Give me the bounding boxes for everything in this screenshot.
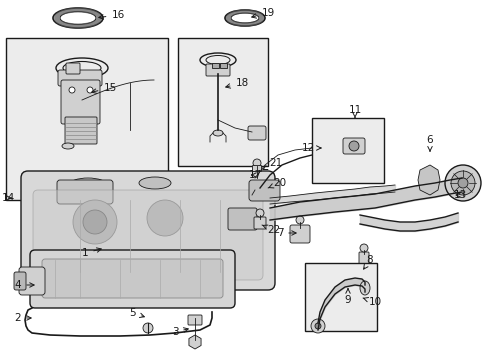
Circle shape	[337, 268, 357, 288]
FancyBboxPatch shape	[178, 38, 267, 166]
FancyBboxPatch shape	[57, 180, 113, 204]
FancyBboxPatch shape	[42, 259, 223, 298]
Ellipse shape	[69, 178, 107, 192]
Text: 11: 11	[347, 105, 361, 118]
Circle shape	[83, 210, 107, 234]
FancyBboxPatch shape	[227, 208, 257, 230]
Text: 19: 19	[251, 8, 274, 18]
Text: 14: 14	[1, 193, 15, 203]
Circle shape	[147, 200, 183, 236]
Text: 8: 8	[363, 255, 372, 269]
FancyBboxPatch shape	[58, 70, 102, 86]
Text: 13: 13	[452, 190, 466, 200]
FancyBboxPatch shape	[65, 117, 97, 144]
Circle shape	[457, 178, 467, 188]
Text: 18: 18	[225, 78, 248, 88]
Text: 12: 12	[301, 143, 320, 153]
FancyBboxPatch shape	[220, 63, 226, 68]
FancyBboxPatch shape	[253, 217, 265, 229]
Circle shape	[348, 141, 358, 151]
Circle shape	[444, 165, 480, 201]
Text: 5: 5	[129, 308, 144, 318]
Circle shape	[256, 209, 264, 217]
FancyBboxPatch shape	[252, 166, 261, 171]
Ellipse shape	[359, 281, 369, 295]
Text: 20: 20	[267, 178, 286, 188]
Circle shape	[314, 323, 320, 329]
Circle shape	[450, 171, 474, 195]
FancyBboxPatch shape	[305, 263, 376, 331]
Text: 9: 9	[344, 289, 350, 305]
Text: 1: 1	[81, 248, 101, 258]
FancyBboxPatch shape	[358, 252, 368, 268]
FancyBboxPatch shape	[6, 38, 168, 200]
Text: 7: 7	[276, 228, 296, 238]
FancyBboxPatch shape	[61, 80, 100, 124]
FancyBboxPatch shape	[66, 63, 80, 74]
Ellipse shape	[139, 177, 171, 189]
Polygon shape	[417, 165, 439, 195]
FancyBboxPatch shape	[205, 64, 229, 76]
Text: 16: 16	[99, 10, 124, 20]
Ellipse shape	[213, 130, 223, 136]
Text: 6: 6	[426, 135, 432, 151]
Text: 21: 21	[263, 158, 282, 170]
FancyBboxPatch shape	[19, 267, 45, 295]
Text: 10: 10	[362, 297, 381, 307]
Circle shape	[295, 216, 304, 224]
FancyBboxPatch shape	[212, 63, 219, 68]
Circle shape	[342, 273, 352, 283]
FancyBboxPatch shape	[247, 126, 265, 140]
Text: 2: 2	[15, 313, 31, 323]
FancyBboxPatch shape	[21, 171, 274, 290]
Circle shape	[359, 244, 367, 252]
Text: 17: 17	[248, 170, 261, 180]
FancyBboxPatch shape	[33, 190, 263, 280]
Circle shape	[252, 159, 261, 167]
FancyBboxPatch shape	[248, 180, 280, 201]
Circle shape	[87, 87, 93, 93]
Ellipse shape	[62, 143, 74, 149]
FancyBboxPatch shape	[311, 118, 383, 183]
FancyBboxPatch shape	[187, 315, 202, 325]
Text: 15: 15	[92, 83, 116, 93]
Circle shape	[310, 319, 325, 333]
Text: 4: 4	[15, 280, 34, 290]
Circle shape	[69, 87, 75, 93]
Text: 3: 3	[171, 327, 188, 337]
FancyBboxPatch shape	[342, 138, 364, 154]
Circle shape	[73, 200, 117, 244]
Polygon shape	[188, 335, 201, 349]
Text: 22: 22	[262, 225, 280, 235]
FancyBboxPatch shape	[30, 250, 235, 308]
FancyBboxPatch shape	[14, 272, 26, 290]
FancyBboxPatch shape	[289, 225, 309, 243]
Circle shape	[142, 323, 153, 333]
